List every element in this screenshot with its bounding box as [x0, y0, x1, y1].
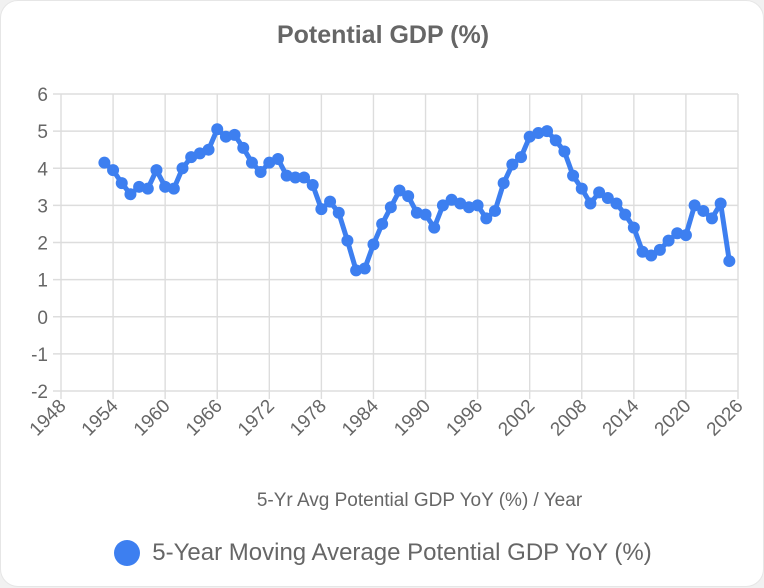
data-point	[237, 141, 250, 154]
data-point	[107, 164, 120, 177]
data-point	[115, 177, 128, 190]
data-point	[211, 123, 224, 136]
data-point	[150, 164, 163, 177]
x-tick-label: 2002	[494, 396, 539, 441]
data-point	[541, 125, 554, 138]
data-point	[714, 197, 727, 210]
data-point	[124, 188, 137, 201]
data-point	[575, 182, 588, 195]
data-point	[436, 199, 449, 212]
data-point	[393, 184, 406, 197]
data-point	[471, 199, 484, 212]
x-tick-label: 1972	[234, 396, 279, 441]
data-point	[98, 156, 111, 169]
data-point	[228, 128, 241, 141]
x-tick-label: 2014	[599, 395, 644, 440]
y-tick-label: -2	[31, 382, 48, 403]
data-point	[549, 134, 562, 147]
data-point	[384, 201, 397, 214]
data-point	[254, 165, 267, 178]
data-point	[358, 262, 371, 275]
x-axis-title: 5-Yr Avg Potential GDP YoY (%) / Year	[257, 490, 583, 511]
x-tick-label: 2020	[651, 396, 696, 441]
x-tick-label: 1954	[78, 395, 123, 440]
data-point	[141, 182, 154, 195]
legend-marker	[114, 540, 141, 566]
y-tick-label: 5	[37, 122, 48, 143]
data-point	[567, 169, 580, 182]
data-point	[653, 243, 666, 256]
data-point	[202, 143, 215, 156]
data-point	[627, 221, 640, 234]
data-point	[705, 212, 718, 225]
data-point	[167, 182, 180, 195]
x-tick-label: 1990	[390, 396, 435, 441]
data-point	[506, 158, 519, 171]
data-point	[245, 156, 258, 169]
legend-label: 5-Year Moving Average Potential GDP YoY …	[152, 539, 652, 566]
y-tick-label: 0	[37, 308, 48, 329]
data-point	[610, 197, 623, 210]
data-point	[593, 186, 606, 199]
data-point	[367, 238, 380, 251]
data-point	[315, 203, 328, 216]
data-point	[723, 255, 736, 268]
data-point	[497, 177, 510, 190]
data-point	[324, 195, 337, 208]
data-point	[619, 208, 632, 221]
y-tick-label: 1	[37, 271, 48, 292]
data-point	[428, 221, 441, 234]
data-point	[289, 171, 302, 184]
x-tick-label: 1984	[338, 395, 383, 440]
data-point	[298, 171, 311, 184]
data-point	[601, 191, 614, 204]
x-tick-label: 1978	[286, 396, 331, 441]
x-tick-label: 1996	[442, 396, 487, 441]
data-point	[488, 204, 501, 217]
data-point	[480, 212, 493, 225]
data-point	[341, 234, 354, 247]
data-point	[558, 145, 571, 158]
y-tick-label: 2	[37, 234, 48, 255]
y-tick-label: -1	[31, 345, 48, 366]
data-point	[697, 204, 710, 217]
data-point	[271, 152, 284, 165]
chart-title: Potential GDP (%)	[276, 21, 490, 49]
data-point	[332, 206, 345, 219]
x-tick-label: 2026	[703, 396, 748, 441]
data-point	[376, 217, 389, 230]
data-point	[662, 234, 675, 247]
data-point	[584, 197, 597, 210]
x-tick-label: 2008	[547, 396, 592, 441]
y-tick-label: 6	[37, 85, 48, 106]
x-tick-label: 1966	[182, 396, 227, 441]
y-tick-label: 4	[37, 159, 48, 180]
x-tick-label: 1960	[130, 396, 175, 441]
y-tick-label: 3	[37, 196, 48, 217]
chart-legend[interactable]: 5-Year Moving Average Potential GDP YoY …	[1, 539, 764, 567]
data-point	[688, 199, 701, 212]
data-point	[402, 190, 415, 203]
data-point	[515, 151, 528, 164]
data-point	[679, 229, 692, 242]
data-point	[645, 249, 658, 262]
data-point	[306, 178, 319, 191]
data-point	[419, 208, 432, 221]
data-point	[176, 162, 189, 175]
